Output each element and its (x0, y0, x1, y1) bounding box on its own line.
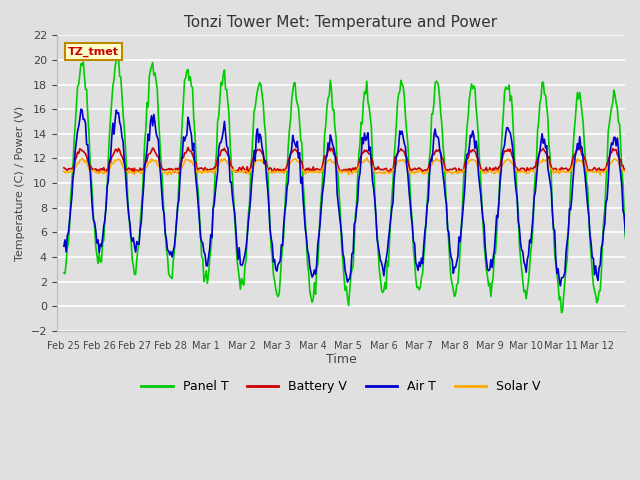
Battery V (335, 164, 342, 170)
Solar V (60, 168, 68, 174)
Line: Solar V: Solar V (64, 158, 632, 175)
Panel T (113, 49, 121, 55)
Battery V (399, 148, 407, 154)
Panel T (369, 156, 376, 162)
Solar V (369, 163, 376, 168)
Air T (617, 171, 625, 177)
Air T (527, 240, 534, 246)
Panel T (331, 125, 339, 131)
Panel T (557, 310, 565, 315)
Battery V (617, 156, 625, 162)
Battery V (175, 170, 183, 176)
Solar V (527, 168, 534, 173)
Air T (335, 202, 342, 207)
Panel T (60, 270, 68, 276)
Solar V (363, 155, 371, 161)
Solar V (617, 163, 625, 169)
Air T (331, 151, 339, 156)
Air T (369, 178, 376, 184)
Battery V (576, 144, 584, 150)
Solar V (628, 170, 636, 176)
Battery V (331, 153, 339, 158)
Title: Tonzi Tower Met: Temperature and Power: Tonzi Tower Met: Temperature and Power (184, 15, 497, 30)
Solar V (330, 160, 337, 166)
Line: Air T: Air T (64, 109, 632, 286)
Solar V (333, 165, 341, 171)
Line: Battery V: Battery V (64, 147, 632, 173)
X-axis label: Time: Time (326, 353, 356, 366)
Y-axis label: Temperature (C) / Power (V): Temperature (C) / Power (V) (15, 106, 25, 261)
Panel T (399, 84, 407, 90)
Battery V (369, 158, 376, 164)
Solar V (399, 156, 407, 162)
Solar V (596, 172, 604, 178)
Air T (77, 106, 85, 112)
Air T (557, 283, 564, 288)
Battery V (60, 165, 68, 171)
Line: Panel T: Panel T (64, 52, 632, 312)
Air T (399, 135, 407, 141)
Panel T (335, 178, 342, 184)
Text: TZ_tmet: TZ_tmet (68, 47, 119, 57)
Battery V (628, 166, 636, 172)
Panel T (628, 304, 636, 310)
Air T (60, 243, 68, 249)
Air T (628, 264, 636, 269)
Panel T (527, 248, 534, 254)
Legend: Panel T, Battery V, Air T, Solar V: Panel T, Battery V, Air T, Solar V (136, 375, 545, 398)
Panel T (617, 143, 625, 149)
Battery V (527, 165, 534, 171)
